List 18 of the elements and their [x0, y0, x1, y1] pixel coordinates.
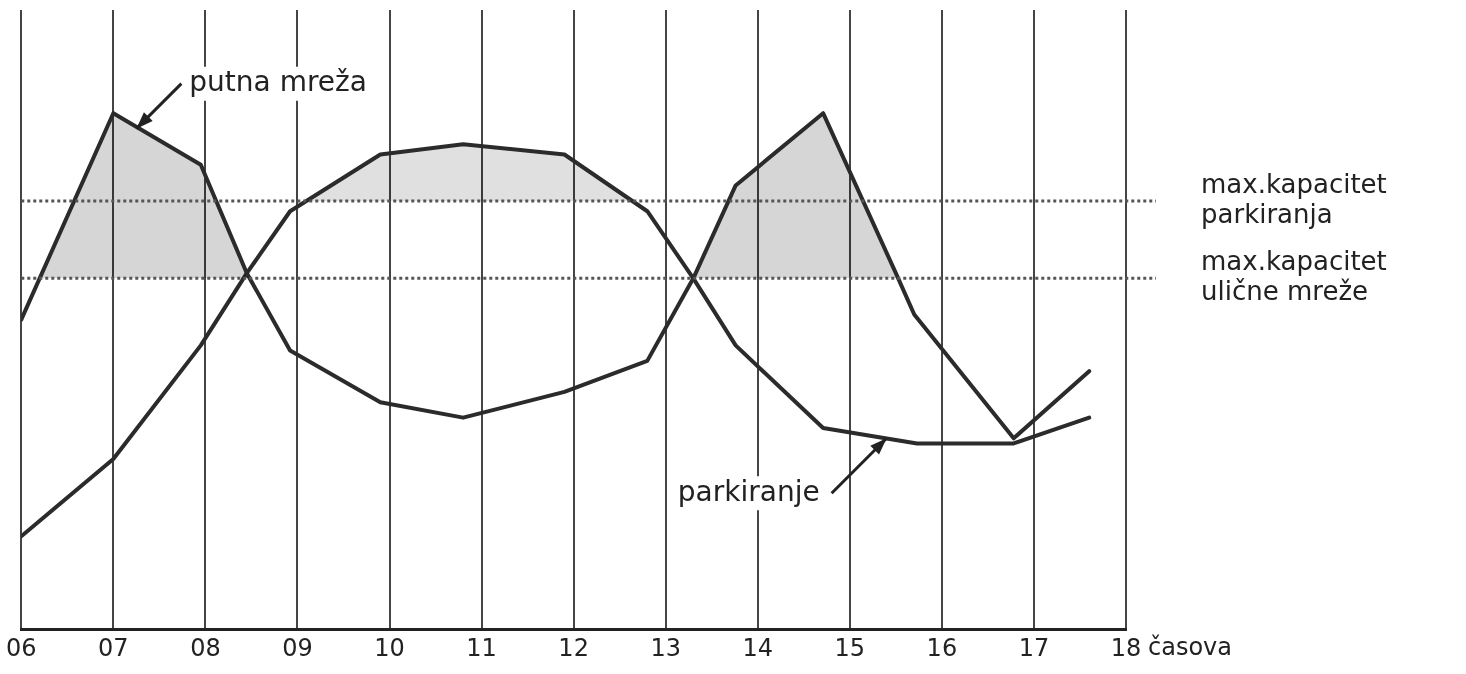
annotation: parkiranje [677, 474, 820, 508]
x-tick-label: 14 [742, 633, 774, 662]
x-tick-label: 06 [6, 633, 37, 662]
ref-line-label: max.kapacitet ulične mreže [1201, 246, 1387, 307]
x-axis-title: časova [1148, 633, 1232, 662]
x-tick-label: 10 [374, 633, 405, 662]
x-tick-label: 18 [1110, 633, 1142, 662]
x-tick-label: 08 [190, 633, 221, 662]
annotation: putna mreža [189, 64, 367, 98]
x-tick-label: 13 [650, 633, 681, 662]
x-tick-label: 12 [558, 633, 589, 662]
x-tick-label: 15 [834, 633, 866, 662]
x-tick-label: 17 [1018, 633, 1050, 662]
x-tick-label: 09 [282, 633, 313, 662]
x-tick-label: 16 [926, 633, 958, 662]
x-tick-label: 11 [466, 633, 497, 662]
x-tick-label: 07 [98, 633, 129, 662]
ref-line-label: max.kapacitet parkiranja [1201, 168, 1387, 229]
